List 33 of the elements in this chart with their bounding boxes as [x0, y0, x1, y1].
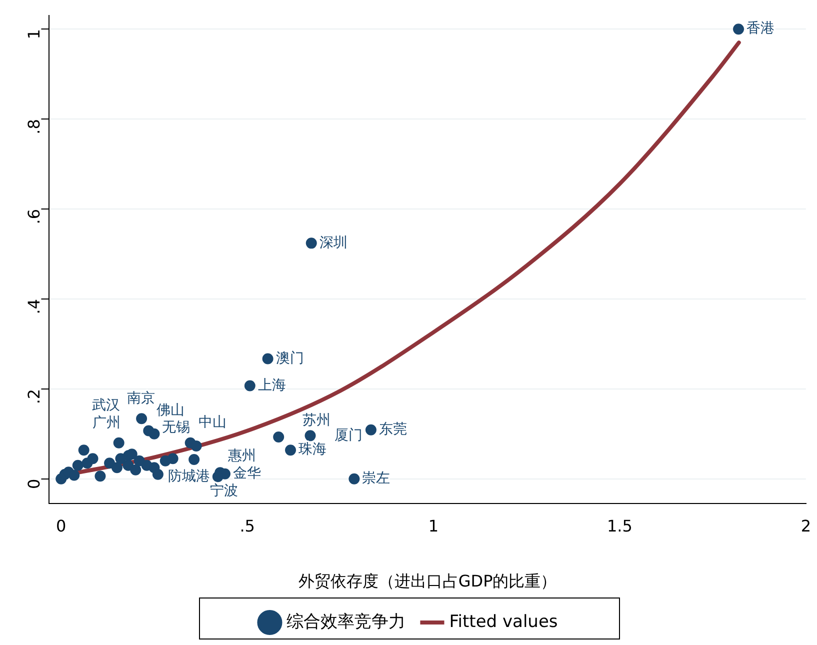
annotation: 宁波	[210, 483, 238, 500]
x-tick-label: 1.5	[606, 516, 632, 536]
y-tick-label: 0	[24, 478, 44, 490]
y-tick-label: 1	[24, 29, 44, 40]
annotation: 深圳	[319, 234, 348, 251]
annotation: 苏州	[302, 412, 331, 429]
x-tick-label: .5	[240, 516, 255, 536]
annotation: 武汉	[92, 398, 120, 414]
legend-label: 综合效率竞争力	[286, 612, 406, 632]
y-tick-label: .6	[24, 209, 44, 224]
annotation: 珠海	[298, 442, 327, 458]
annotation: 广州	[92, 415, 121, 432]
x-tick-label: 1	[428, 516, 439, 536]
x-axis-title: 外贸依存度（进出口占GDP的比重）	[298, 572, 557, 591]
annotation: 厦门	[334, 427, 362, 444]
annotation: 中山	[198, 414, 226, 431]
annotation: 东莞	[378, 421, 407, 438]
annotation: 上海	[258, 377, 286, 394]
x-tick-label: 2	[800, 516, 812, 536]
annotation: 金华	[232, 466, 261, 482]
legend-label: Fitted values	[449, 612, 558, 632]
annotation: 崇左	[362, 470, 390, 487]
y-tick-label: .2	[24, 388, 44, 404]
x-tick-label: 0	[56, 516, 66, 536]
y-tick-label: .8	[24, 119, 44, 134]
annotation: 无锡	[162, 420, 190, 436]
y-tick-label: .4	[24, 298, 44, 314]
annotation: 澳门	[276, 350, 304, 366]
annotation: 防城港	[168, 468, 210, 484]
annotation: 香港	[746, 20, 775, 37]
annotation: 南京	[126, 390, 155, 407]
annotation: 佛山	[156, 402, 185, 418]
annotation: 惠州	[227, 448, 256, 464]
